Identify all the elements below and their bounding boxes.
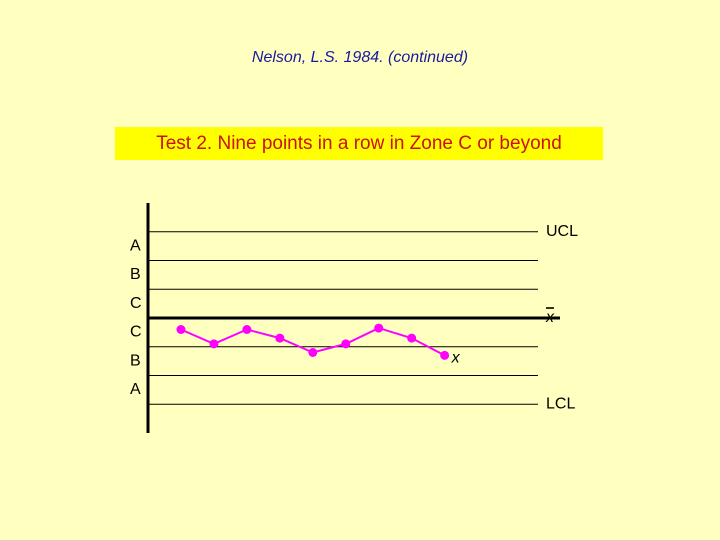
point [209, 339, 219, 349]
point [341, 339, 351, 349]
point [407, 333, 417, 343]
point [275, 333, 285, 343]
zone-label: B [130, 266, 141, 283]
point [374, 323, 384, 333]
control-label: x [545, 309, 555, 326]
point [440, 350, 450, 360]
point [176, 325, 186, 334]
annotation: x [451, 350, 461, 367]
zone-label: C [130, 295, 142, 312]
control-label: UCL [546, 223, 578, 240]
zone-label: A [130, 237, 141, 254]
zone-label: A [130, 381, 141, 398]
point [242, 325, 252, 334]
control-label: LCL [546, 395, 575, 412]
title: Nelson, L.S. 1984. (continued) [251, 49, 469, 66]
zone-label: C [130, 324, 142, 341]
subtitle: Test 2. Nine points in a row in Zone C o… [115, 127, 603, 160]
point [308, 348, 318, 357]
zone-label: B [130, 352, 141, 369]
